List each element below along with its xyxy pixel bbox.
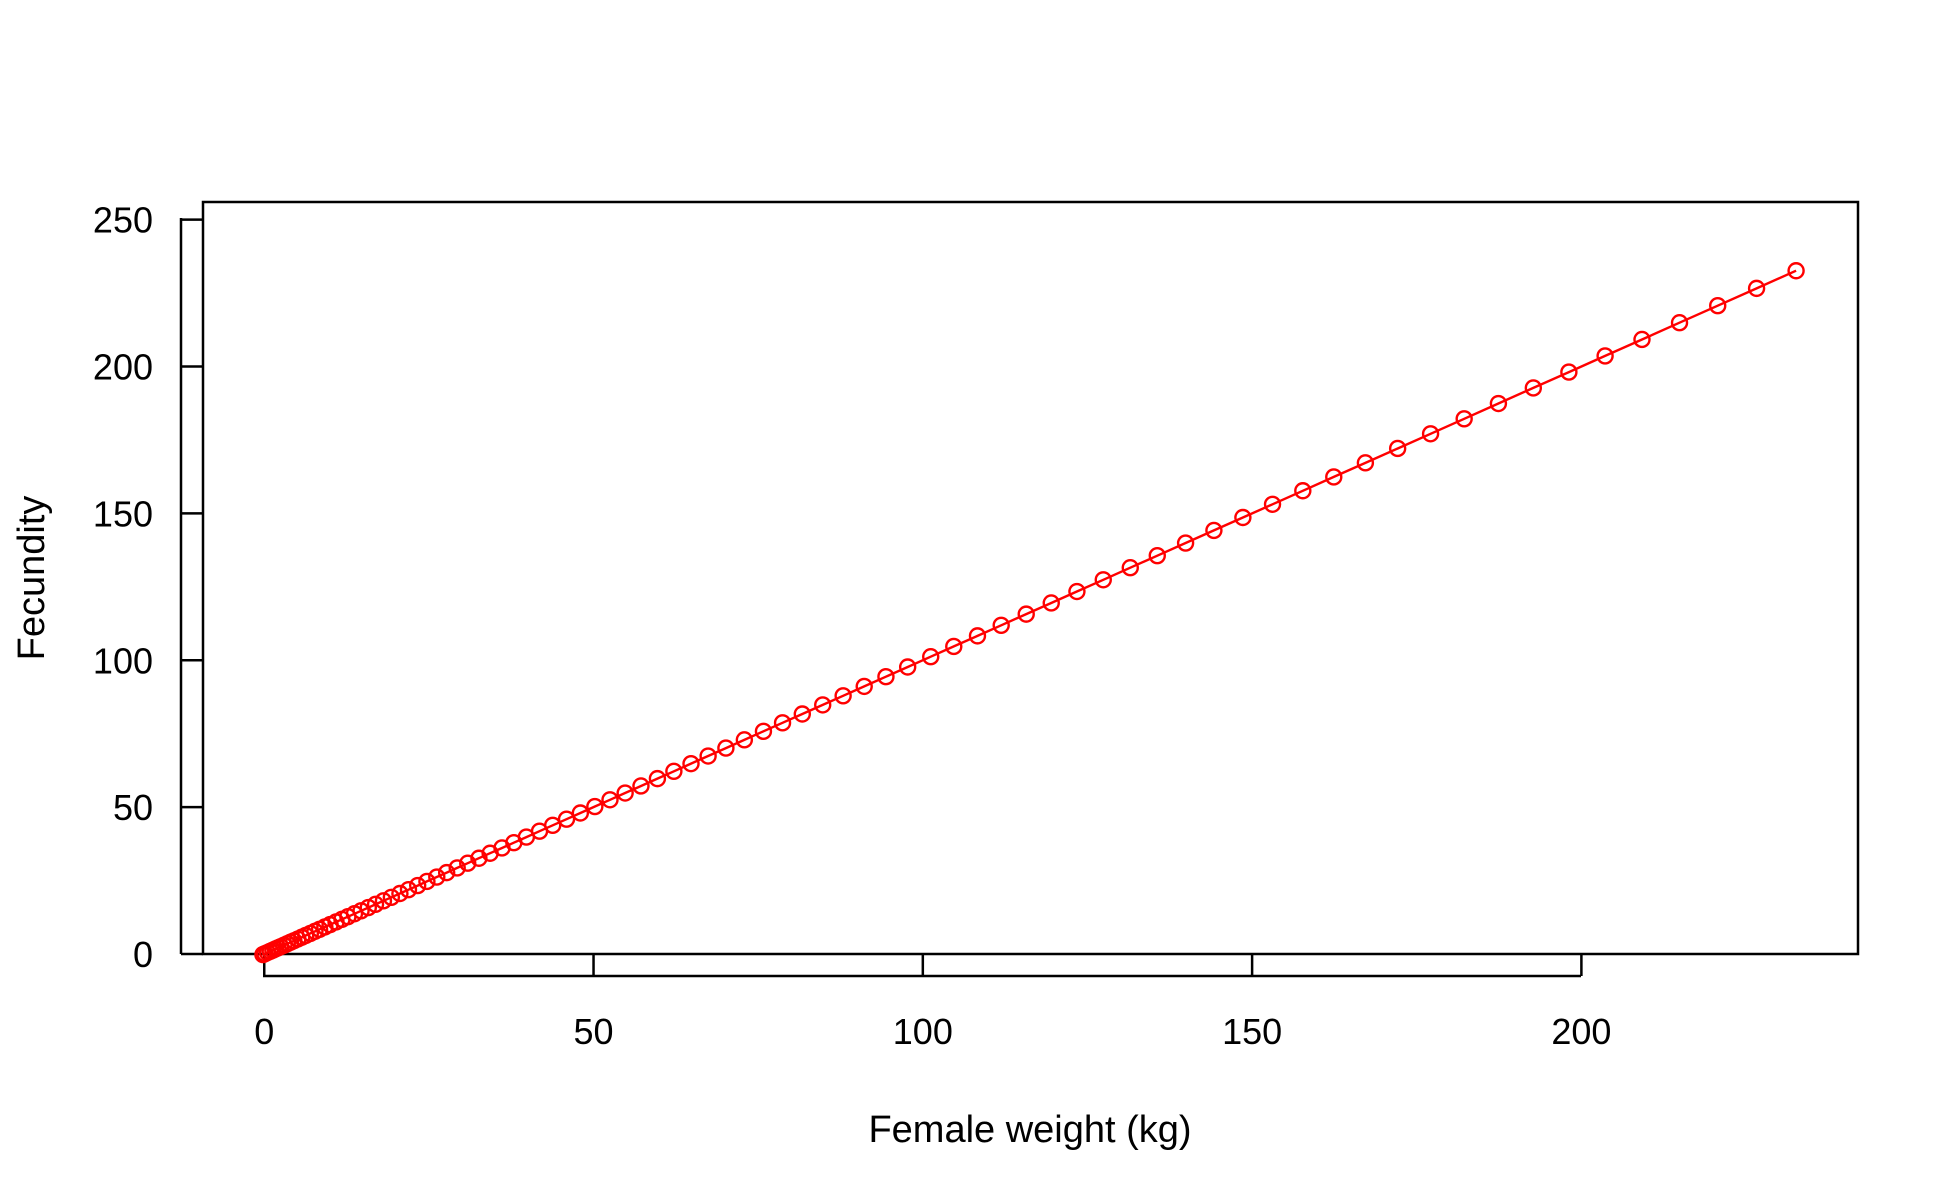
data-point [1709,296,1727,315]
data-point [1560,363,1578,381]
data-point [648,769,667,788]
data-point [682,754,700,773]
x-axis: 0 50 100 150 200 [254,954,1611,1052]
data-point [616,784,634,802]
data-point [877,668,895,686]
data-point [814,696,832,714]
data-point [1388,439,1407,458]
data-point [754,722,773,741]
y-tick-label-150: 150 [93,493,153,534]
data-point [1596,347,1614,365]
data-point [834,687,852,705]
data-point [717,739,735,757]
data-point [1094,571,1112,589]
data-point [1176,534,1195,552]
data-point [382,888,401,907]
data-point [735,731,754,749]
data-point [1068,582,1086,601]
data-point [459,854,477,872]
x-tick-label-0: 0 [254,1011,274,1052]
data-series [254,262,1805,964]
data-point [544,816,562,835]
series-line [262,269,1797,956]
y-tick-label-200: 200 [93,347,153,388]
x-tick-label-150: 150 [1222,1011,1282,1052]
data-point [428,868,446,886]
data-point [992,616,1010,634]
data-point [1042,594,1060,612]
data-point [1294,482,1312,500]
x-axis-title: Female weight (kg) [868,1109,1191,1151]
data-point [699,747,717,765]
data-point [1747,279,1766,298]
data-point [1524,379,1543,397]
plot-frame [201,200,1860,956]
data-point [1489,394,1508,413]
data-point [1234,508,1252,527]
data-point [470,849,488,867]
data-point [665,762,683,780]
data-point [773,714,792,732]
data-point [601,791,619,809]
data-point [437,863,456,882]
data-point [391,884,409,903]
data-point [1421,425,1440,443]
data-point [374,892,393,910]
data-point [399,880,418,899]
data-point [1205,521,1223,540]
data-point [968,627,987,645]
data-point [1670,314,1689,332]
data-point [408,876,427,895]
data-point [418,872,436,891]
data-point [945,637,963,656]
data-point [1356,454,1375,472]
y-tick-label-50: 50 [113,787,153,828]
data-point [793,705,812,723]
data-point [1121,559,1139,577]
x-tick-label-50: 50 [574,1011,614,1052]
data-point [571,804,590,822]
data-point [1633,330,1651,349]
x-tick-label-100: 100 [893,1011,953,1052]
data-point [366,895,385,914]
y-axis: 0 50 100 150 200 250 [93,200,203,975]
data-point [922,648,940,666]
data-point [1148,546,1166,565]
data-point [586,797,604,816]
data-point [1455,410,1473,428]
y-axis-title: Fecundity [11,496,53,661]
data-point [1787,262,1805,280]
data-point [557,810,576,828]
y-tick-label-250: 250 [93,200,153,241]
y-tick-label-100: 100 [93,640,153,681]
data-point [1017,605,1035,623]
data-point [448,859,466,877]
y-tick-label-0: 0 [133,934,153,975]
data-point [898,658,917,676]
x-tick-label-200: 200 [1551,1011,1611,1052]
data-point [1325,468,1343,486]
data-point [855,677,873,696]
data-point [632,777,650,795]
data-point [1263,495,1282,513]
